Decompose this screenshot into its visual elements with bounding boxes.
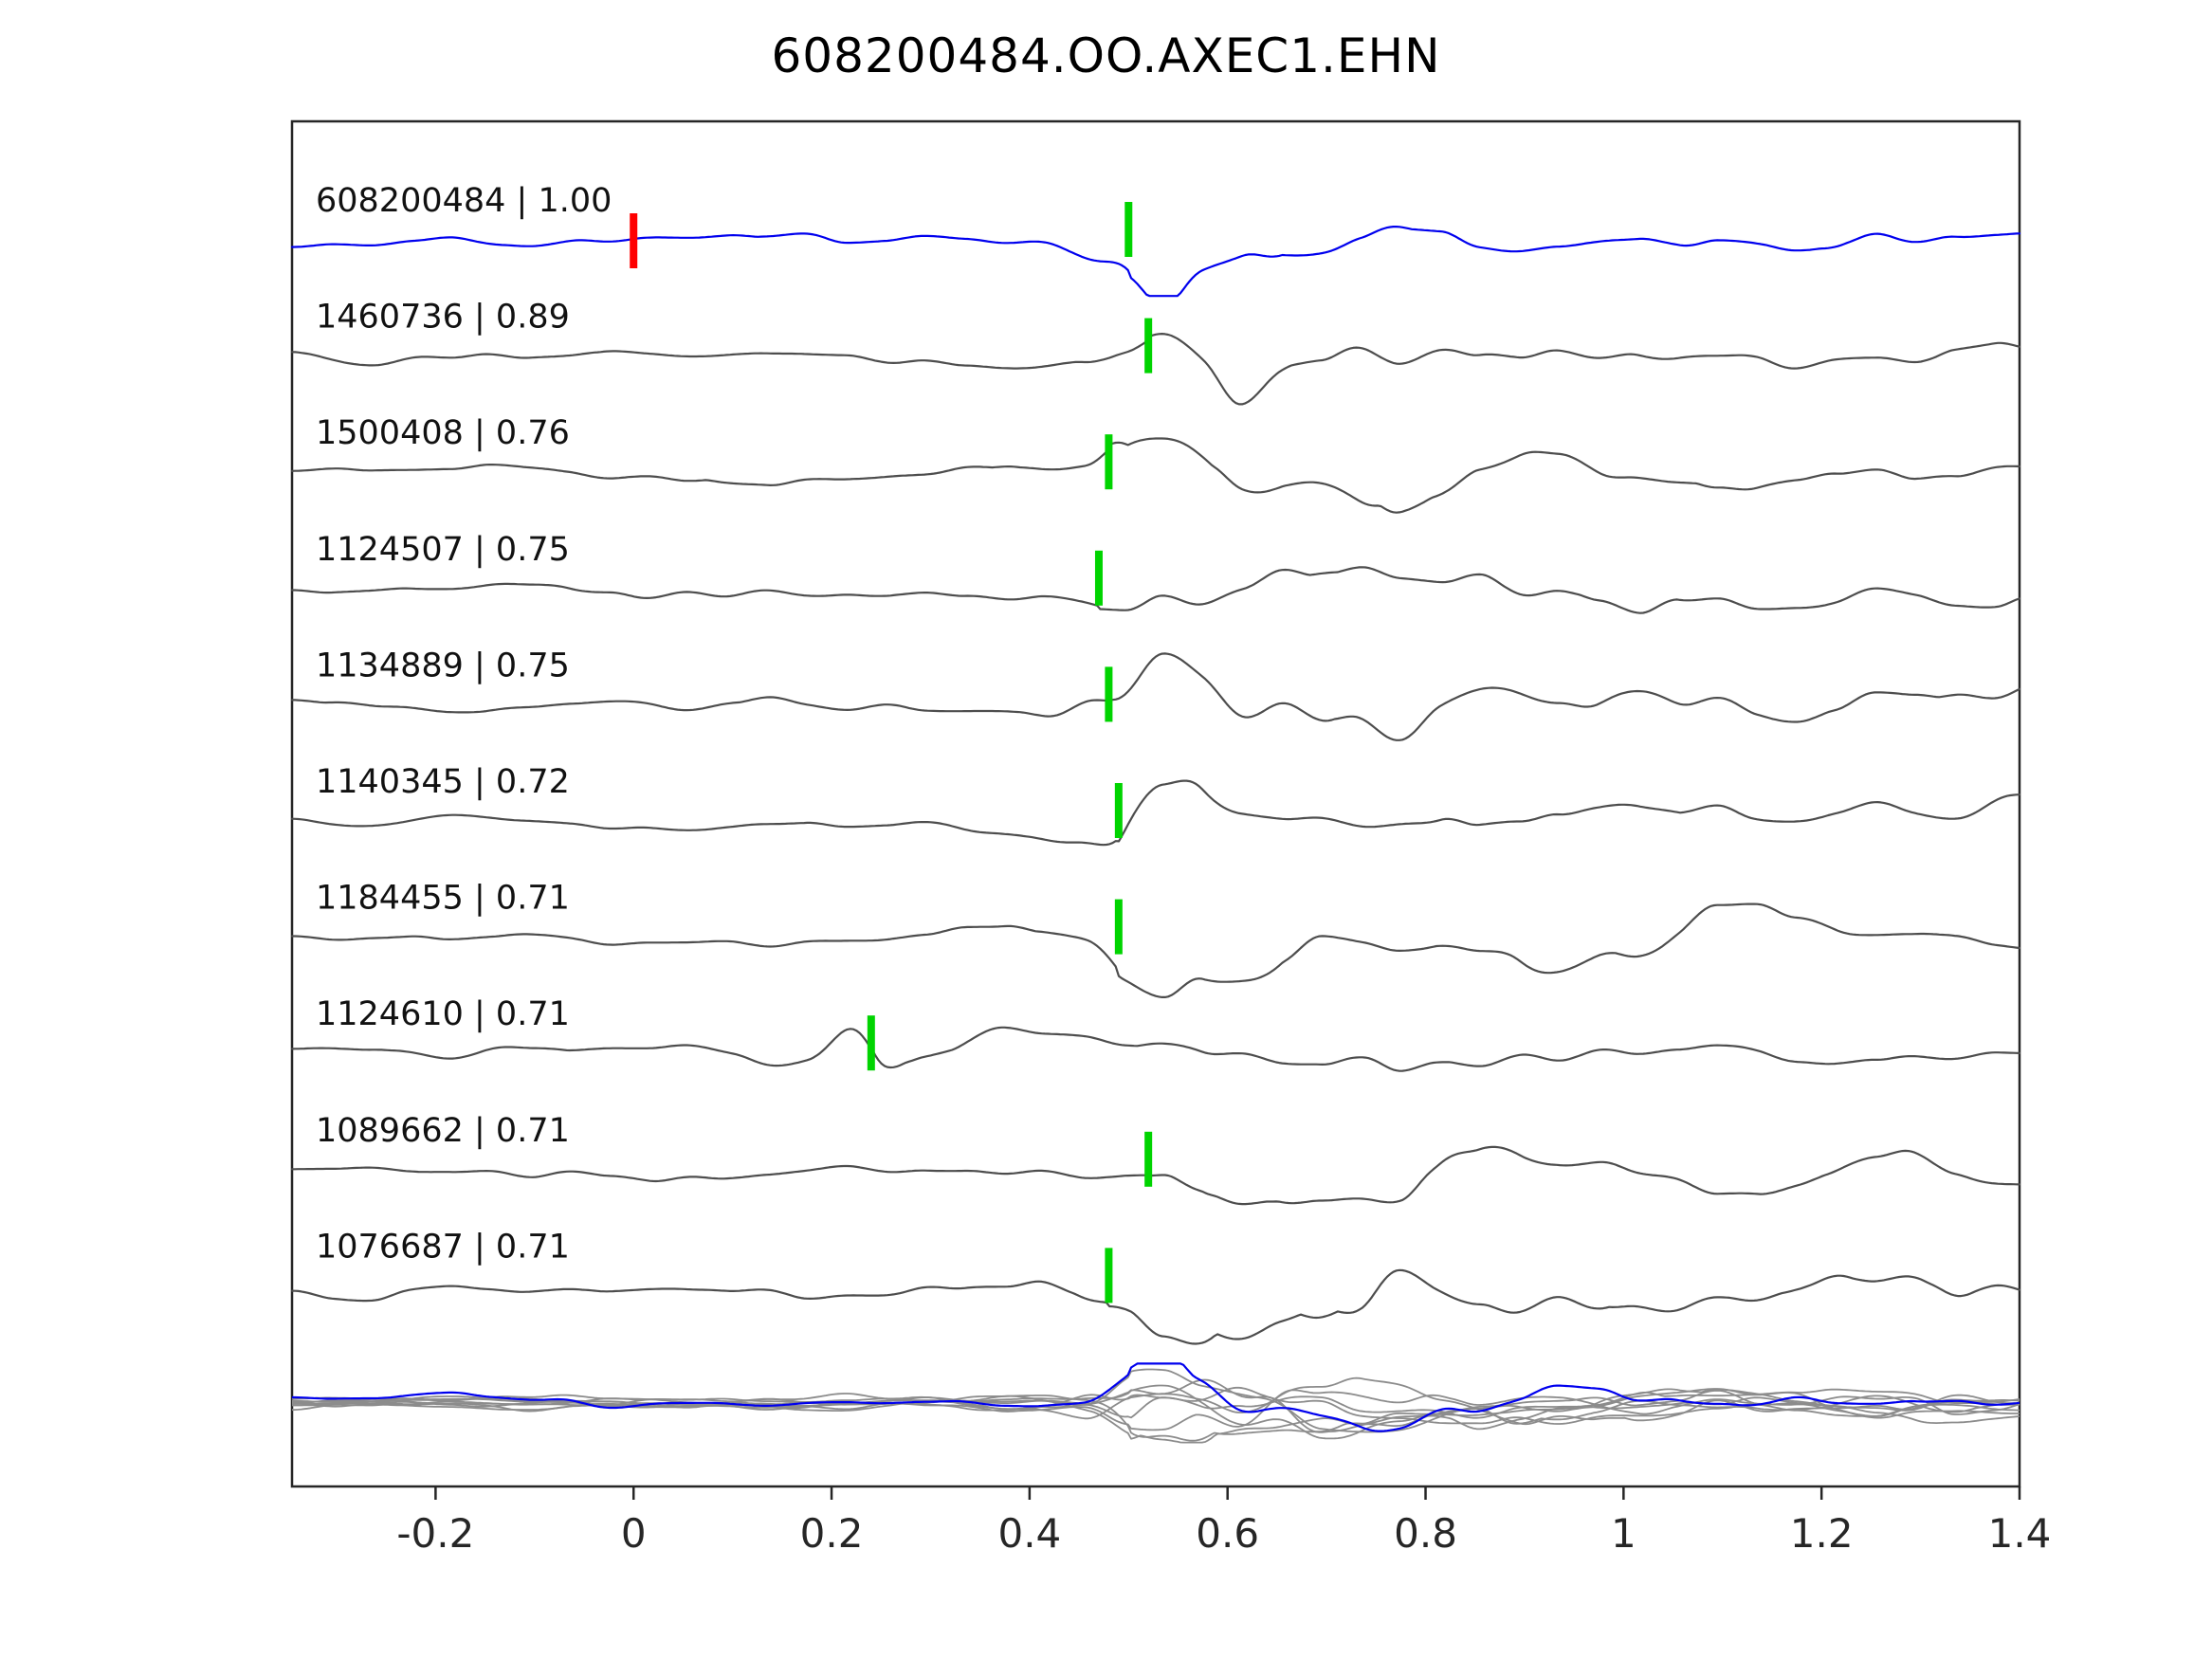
trace-label-1124507: 1124507 | 0.75 <box>316 531 570 569</box>
trace-label-1089662: 1089662 | 0.71 <box>316 1112 570 1150</box>
waveform-trace-1460736 <box>290 333 2021 406</box>
waveform-trace-1076687 <box>290 1268 2021 1345</box>
x-tick-label: 0.8 <box>1394 1510 1457 1557</box>
trace-label-1184455: 1184455 | 0.71 <box>316 880 570 918</box>
x-tick-label: 0 <box>621 1510 647 1557</box>
pick-marker-1500408 <box>1105 434 1113 490</box>
pick-marker-1460736 <box>1144 318 1153 374</box>
trace-label-1076687: 1076687 | 0.71 <box>316 1228 570 1266</box>
trace-label-1500408: 1500408 | 0.76 <box>316 414 570 452</box>
x-tick-label: -0.2 <box>396 1510 474 1557</box>
trace-label-1460736: 1460736 | 0.89 <box>316 299 570 337</box>
overlay-trace-reference <box>292 1362 2020 1432</box>
waveform-trace-1500408 <box>290 437 2021 514</box>
trace-label-1140345: 1140345 | 0.72 <box>316 763 570 801</box>
pick-marker-1089662 <box>1144 1131 1153 1187</box>
pick-marker-1140345 <box>1114 783 1123 838</box>
reference-marker <box>630 213 638 268</box>
pick-marker-1076687 <box>1105 1248 1113 1304</box>
waveform-trace-1134889 <box>290 652 2021 741</box>
pick-marker-1124507 <box>1094 550 1103 606</box>
overlay-trace-1134889 <box>292 1389 2020 1431</box>
x-tick-label: 1.2 <box>1790 1510 1854 1557</box>
x-tick-label: 0.4 <box>997 1510 1061 1557</box>
pick-marker-1184455 <box>1114 899 1123 955</box>
overlay-trace-1140345 <box>292 1384 2020 1440</box>
x-tick-label: 0.6 <box>1196 1510 1259 1557</box>
chart-title: 608200484.OO.AXEC1.EHN <box>771 28 1441 83</box>
overlay-trace-1076687 <box>291 1376 2020 1426</box>
trace-label-608200484: 608200484 | 1.00 <box>316 182 612 220</box>
plot-border <box>290 119 2021 1488</box>
waveform-trace-1089662 <box>290 1145 2021 1206</box>
trace-label-1124610: 1124610 | 0.71 <box>316 995 570 1033</box>
waveform-trace-1124507 <box>290 566 2021 614</box>
waveform-trace-1140345 <box>290 779 2021 847</box>
pick-marker-608200484 <box>1124 202 1133 257</box>
waveform-trace-1184455 <box>290 902 2021 998</box>
x-tick-label: 0.2 <box>800 1510 864 1557</box>
x-tick-label: 1.4 <box>1988 1510 2052 1557</box>
x-tick-label: 1 <box>1611 1510 1636 1557</box>
pick-marker-1124610 <box>867 1015 875 1071</box>
trace-label-1134889: 1134889 | 0.75 <box>316 647 570 684</box>
pick-marker-1134889 <box>1105 666 1113 722</box>
waveform-trace-1124610 <box>290 1026 2021 1072</box>
overlay-trace-1184455 <box>292 1378 2020 1433</box>
waveform-trace-608200484 <box>290 226 2021 298</box>
